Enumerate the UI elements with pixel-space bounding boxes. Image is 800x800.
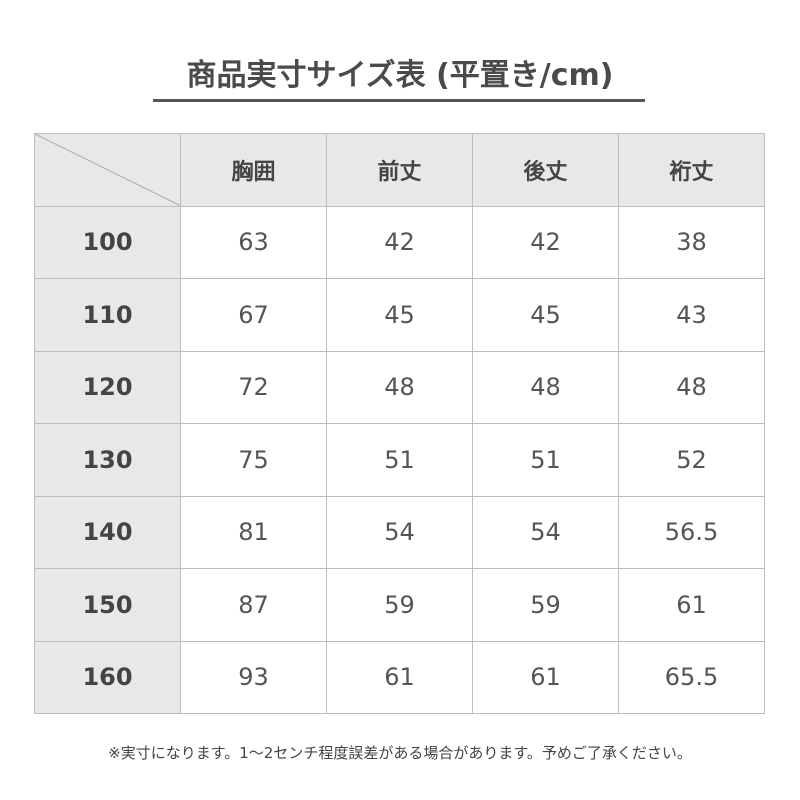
measurement-cell: 38 [618,205,765,279]
measurement-cell: 48 [472,350,619,424]
measurement-cell: 54 [472,495,619,569]
measurement-cell: 93 [180,640,327,714]
size-label: 160 [34,640,181,714]
measurement-cell: 65.5 [618,640,765,714]
measurement-cell: 61 [326,640,473,714]
measurement-cell: 59 [326,568,473,642]
measurement-cell: 87 [180,568,327,642]
measurement-cell: 81 [180,495,327,569]
measurement-cell: 43 [618,278,765,352]
table-body: 100 63 42 42 38 110 67 45 45 43 120 72 48 48 48 130 75 51… [34,205,765,714]
table-row: 110 67 45 45 43 [34,278,765,352]
column-header: 前丈 [326,133,473,207]
measurement-cell: 56.5 [618,495,765,569]
table-row: 160 93 61 61 65.5 [34,640,765,714]
table-row: 150 87 59 59 61 [34,568,765,642]
size-label: 100 [34,205,181,279]
measurement-cell: 45 [326,278,473,352]
measurement-cell: 51 [472,423,619,497]
column-header: 裄丈 [618,133,765,207]
measurement-cell: 51 [326,423,473,497]
measurement-cell: 61 [472,640,619,714]
size-label: 140 [34,495,181,569]
measurement-cell: 48 [326,350,473,424]
measurement-cell: 45 [472,278,619,352]
table-row: 100 63 42 42 38 [34,205,765,279]
measurement-cell: 54 [326,495,473,569]
disclaimer-note: ※実寸になります。1～2センチ程度誤差がある場合があります。予めご了承ください。 [108,744,692,762]
measurement-cell: 67 [180,278,327,352]
title-underline [153,99,645,102]
size-label: 110 [34,278,181,352]
table-row: 120 72 48 48 48 [34,350,765,424]
table-row: 140 81 54 54 56.5 [34,495,765,569]
size-label: 120 [34,350,181,424]
size-table: 胸囲 前丈 後丈 裄丈 100 63 42 42 38 110 67 45 45 43 120 72 48 48… [34,133,765,714]
header-row: 胸囲 前丈 後丈 裄丈 [34,133,765,207]
measurement-cell: 42 [326,205,473,279]
measurement-cell: 59 [472,568,619,642]
measurement-cell: 52 [618,423,765,497]
measurement-cell: 72 [180,350,327,424]
column-header: 後丈 [472,133,619,207]
measurement-cell: 42 [472,205,619,279]
column-header: 胸囲 [180,133,327,207]
table-row: 130 75 51 51 52 [34,423,765,497]
measurement-cell: 61 [618,568,765,642]
page-title: 商品実寸サイズ表 (平置き/cm) [186,58,614,93]
size-label: 130 [34,423,181,497]
measurement-cell: 48 [618,350,765,424]
measurement-cell: 63 [180,205,327,279]
size-label: 150 [34,568,181,642]
measurement-cell: 75 [180,423,327,497]
corner-cell [34,133,181,207]
